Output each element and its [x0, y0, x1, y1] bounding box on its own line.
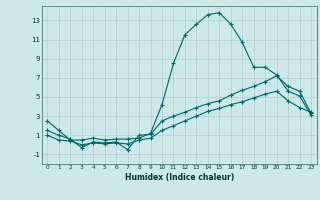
- X-axis label: Humidex (Indice chaleur): Humidex (Indice chaleur): [124, 173, 234, 182]
